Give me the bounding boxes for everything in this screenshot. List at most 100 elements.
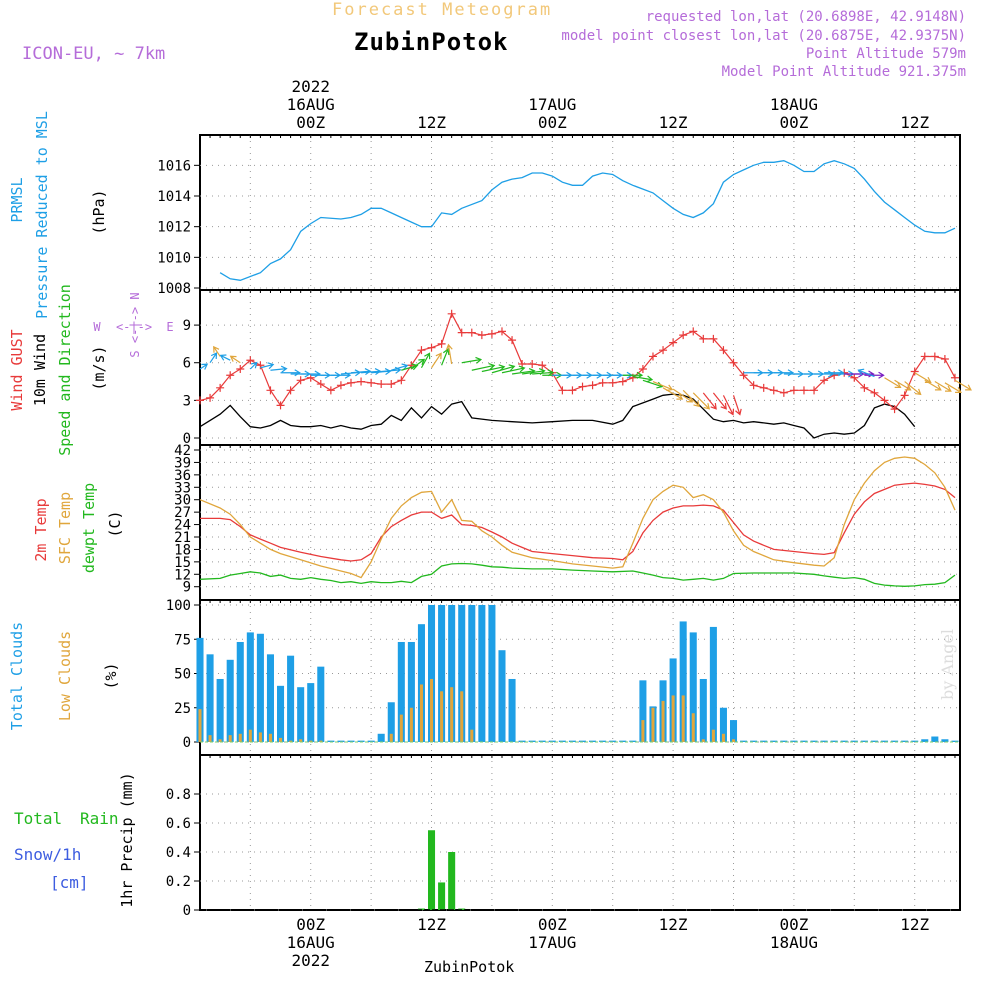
wind-direction-arrow xyxy=(270,365,288,373)
gust-marker xyxy=(206,393,215,402)
y-tick-label: 18 xyxy=(174,542,191,558)
gust-marker xyxy=(538,361,547,370)
time-label-bottom: 12Z xyxy=(659,915,688,934)
chart-subtitle: Forecast Meteogram xyxy=(332,0,553,20)
gust-marker xyxy=(326,386,335,395)
gust-marker xyxy=(659,346,668,355)
y-tick-label: 0.2 xyxy=(166,874,191,890)
bar-total-clouds xyxy=(498,650,506,742)
closest-coords: model point closest lon,lat (20.6875E, 4… xyxy=(561,28,966,44)
label-snow: Snow/1h xyxy=(14,845,81,864)
time-label-top: 17AUG xyxy=(528,95,576,114)
bar-total-clouds xyxy=(599,740,607,742)
label-low-clouds: Low Clouds xyxy=(56,631,74,721)
gust-marker xyxy=(256,361,265,370)
gust-marker xyxy=(810,386,819,395)
bar-total-clouds xyxy=(870,740,878,742)
bar-precip xyxy=(438,882,446,910)
y-tick-label: 100 xyxy=(166,598,191,614)
bar-total-clouds xyxy=(226,659,234,742)
y-tick-label: 75 xyxy=(174,632,191,648)
bar-total-clouds xyxy=(327,740,335,742)
bar-low-clouds xyxy=(419,684,423,742)
series-line-2m-temp xyxy=(200,482,956,562)
gust-marker xyxy=(508,336,517,345)
gust-marker xyxy=(799,386,808,395)
bar-low-clouds xyxy=(309,740,313,742)
label-dewpt-temp: dewpt Temp xyxy=(80,483,98,573)
gust-marker xyxy=(679,331,688,340)
label-2m-temp: 2m Temp xyxy=(32,498,50,561)
gust-marker xyxy=(890,405,899,414)
gust-marker xyxy=(437,339,446,348)
y-tick-label: 1012 xyxy=(157,220,191,236)
bar-total-clouds xyxy=(810,740,818,742)
wind-direction-arrow xyxy=(249,361,258,370)
gust-marker xyxy=(719,346,728,355)
bar-low-clouds xyxy=(732,739,736,742)
wind-direction-arrow xyxy=(471,363,496,371)
bar-low-clouds xyxy=(470,729,474,742)
gust-marker xyxy=(850,373,859,382)
label-total: Total xyxy=(14,809,62,828)
time-label-top: 18AUG xyxy=(770,95,818,114)
gust-marker xyxy=(618,377,627,386)
label-wind-gust: Wind GUST xyxy=(8,329,26,410)
wind-direction-arrow xyxy=(824,369,845,377)
bar-total-clouds xyxy=(820,740,828,742)
wind-direction-arrow xyxy=(213,345,221,357)
gust-marker xyxy=(648,352,657,361)
gust-marker xyxy=(296,376,305,385)
gust-marker xyxy=(900,391,909,400)
wind-direction-arrow xyxy=(692,392,711,410)
label-hpa: (hPa) xyxy=(90,189,108,234)
wind-direction-arrow xyxy=(632,375,654,383)
chart-title: ZubinPotok xyxy=(354,28,509,56)
y-tick-label: 27 xyxy=(174,505,191,521)
bar-total-clouds xyxy=(880,740,889,742)
gust-marker xyxy=(266,386,275,395)
time-label-top: 00Z xyxy=(296,113,325,132)
wind-direction-arrow xyxy=(280,369,301,377)
wind-direction-arrow xyxy=(229,355,241,364)
bar-total-clouds xyxy=(397,641,405,742)
panel-pressure: 1008 1010 1012 1014 1016 xyxy=(157,134,961,297)
bar-total-clouds xyxy=(589,740,597,742)
label-1hr-precip: 1hr Precip (mm) xyxy=(118,772,136,907)
bar-total-clouds xyxy=(770,740,778,742)
time-label-bottom: 00Z xyxy=(779,915,808,934)
bar-total-clouds xyxy=(901,740,909,742)
model-label: ICON-EU, ~ 7km xyxy=(22,44,166,64)
bar-low-clouds xyxy=(319,740,323,742)
bar-total-clouds xyxy=(347,740,355,742)
label-celsius: (C) xyxy=(106,510,124,537)
bar-low-clouds xyxy=(279,737,283,742)
bar-total-clouds xyxy=(256,633,264,742)
bar-total-clouds xyxy=(951,740,959,742)
gust-marker xyxy=(870,388,879,397)
bar-total-clouds xyxy=(921,739,929,742)
bar-total-clouds xyxy=(367,740,375,742)
gust-marker xyxy=(377,380,386,389)
y-tick-label: 36 xyxy=(174,468,191,484)
bar-total-clouds xyxy=(639,680,647,742)
y-tick-label: 6 xyxy=(183,356,191,372)
bar-total-clouds xyxy=(417,624,425,742)
wind-direction-arrow xyxy=(954,379,972,391)
bar-total-clouds xyxy=(438,605,446,742)
gust-marker xyxy=(699,334,708,343)
panel-frame xyxy=(199,754,961,911)
wind-direction-arrow xyxy=(300,370,322,378)
bar-total-clouds xyxy=(619,740,627,742)
wind-direction-arrow xyxy=(864,371,885,379)
gust-marker xyxy=(739,371,748,380)
time-label-bottom: 18AUG xyxy=(770,933,818,952)
bar-total-clouds xyxy=(508,678,516,742)
time-label-top: 12Z xyxy=(417,113,446,132)
series-line-prmsl xyxy=(219,160,956,281)
wind-direction-arrow xyxy=(420,352,431,369)
bar-low-clouds xyxy=(208,735,212,742)
wind-direction-arrow xyxy=(199,363,209,370)
